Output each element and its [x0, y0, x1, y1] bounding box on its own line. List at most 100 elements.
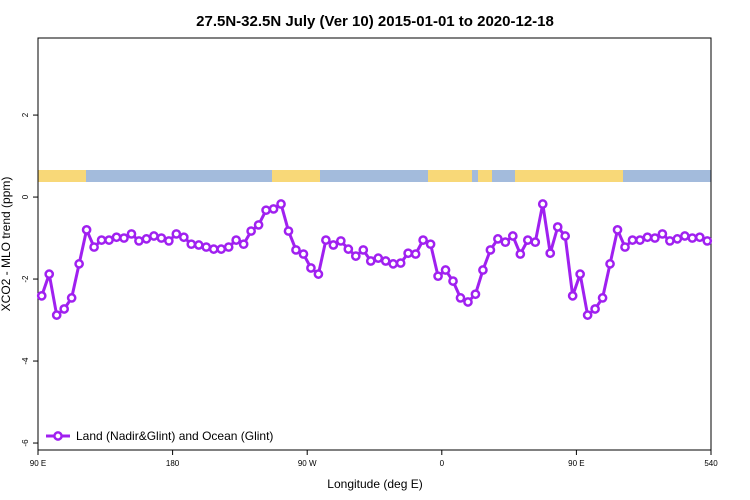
data-point [575, 269, 585, 279]
data-point [36, 291, 47, 301]
y-tick-label: 2 [21, 112, 30, 117]
data-point [74, 259, 84, 269]
data-point [522, 235, 533, 245]
data-point [537, 199, 548, 209]
data-point [560, 231, 571, 241]
data-point [193, 240, 204, 250]
data-point [597, 293, 608, 303]
x-tick-label: 90 E [568, 459, 584, 468]
data-point [650, 233, 660, 243]
data-point [418, 235, 428, 245]
y-tick-label: 0 [21, 194, 30, 199]
legend-label: Land (Nadir&Glint) and Ocean (Glint) [76, 429, 273, 443]
data-point [59, 304, 70, 314]
data-point [358, 245, 369, 255]
data-point [448, 276, 458, 286]
data-point [507, 231, 518, 241]
data-point [657, 229, 668, 239]
data-point [500, 237, 511, 248]
data-point [395, 258, 406, 268]
data-point [478, 265, 488, 275]
data-point [530, 237, 541, 248]
y-tick-label: -2 [21, 275, 30, 283]
data-point [380, 256, 391, 266]
x-axis-label: Longitude (deg E) [327, 477, 422, 491]
data-point [635, 235, 645, 245]
data-point [104, 235, 114, 245]
data-point [134, 236, 144, 246]
x-tick-label: 180 [166, 459, 180, 468]
chart-title: 27.5N-32.5N July (Ver 10) 2015-01-01 to … [196, 13, 554, 30]
data-point [89, 242, 99, 252]
legend-marker [53, 431, 63, 441]
data-point [702, 236, 713, 246]
x-tick-label: 90 W [298, 459, 317, 468]
data-point [313, 269, 324, 279]
data-point [223, 242, 234, 252]
data-point [141, 234, 152, 244]
land-strip [478, 170, 492, 182]
data-point [694, 232, 705, 243]
data-point [66, 293, 77, 303]
data-point [51, 310, 62, 320]
data-point [642, 232, 653, 243]
data-point [672, 234, 683, 244]
data-point [410, 249, 421, 259]
data-point [552, 222, 563, 232]
data-point [81, 225, 92, 235]
data-point [679, 231, 690, 241]
land-ocean-strip [38, 170, 711, 182]
data-point [216, 244, 227, 254]
data-point [687, 233, 698, 243]
data-point [238, 239, 249, 250]
data-point [178, 232, 189, 243]
data-point [336, 236, 346, 246]
data-point [111, 232, 122, 243]
data-point [246, 226, 256, 236]
land-strip [272, 170, 320, 182]
data-point [425, 239, 436, 250]
data-point [306, 263, 316, 273]
data-point [403, 248, 413, 259]
data-point [276, 199, 286, 209]
data-point [261, 205, 271, 216]
land-strip [515, 170, 623, 182]
data-point [149, 231, 159, 241]
data-point [365, 256, 376, 266]
data-point [485, 245, 496, 255]
land-strip [428, 170, 472, 182]
data-point [119, 233, 129, 243]
data-point [96, 235, 107, 245]
data-point [253, 220, 264, 230]
data-point [433, 271, 443, 282]
data-point [291, 245, 301, 255]
data-point [440, 265, 451, 275]
data-point [470, 289, 481, 300]
data-point [388, 259, 399, 269]
land-strip [38, 170, 86, 182]
data-point [231, 235, 242, 245]
data-point [321, 235, 331, 245]
data-point [455, 293, 466, 303]
data-point [493, 234, 503, 244]
data-point [515, 249, 526, 259]
data-point [208, 244, 219, 254]
data-point [582, 310, 593, 320]
x-tick-label: 90 E [30, 459, 46, 468]
data-point [373, 253, 384, 263]
data-point [186, 239, 197, 250]
y-tick-label: -6 [21, 439, 30, 447]
data-point [283, 226, 294, 236]
data-point [590, 304, 600, 314]
data-point [620, 242, 630, 252]
data-point [328, 240, 339, 250]
data-point [463, 297, 473, 307]
data-point [605, 259, 615, 269]
x-tick-label: 0 [440, 459, 445, 468]
data-point [164, 236, 174, 246]
data-point [567, 291, 578, 301]
data-point [545, 248, 556, 259]
data-point [201, 242, 212, 252]
y-tick-label: -4 [21, 357, 30, 365]
